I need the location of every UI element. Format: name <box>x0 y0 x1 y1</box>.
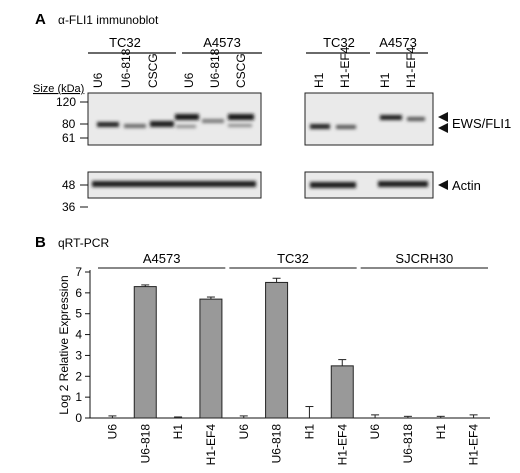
bar <box>265 281 289 419</box>
right-group-tc32: TC32 <box>323 35 355 50</box>
tick-48: 48 <box>62 178 76 192</box>
x-tick-label: U6-818 <box>401 424 415 464</box>
panel-a-letter: A <box>35 11 46 28</box>
y-tick-label: 0 <box>75 411 82 425</box>
bar <box>133 286 157 419</box>
x-tick-label: H1 <box>302 424 316 440</box>
tick-80: 80 <box>62 117 76 131</box>
x-tick-label: U6-818 <box>270 424 284 464</box>
left-lane-cscg: CSCG <box>146 53 160 88</box>
x-tick-label: H1-EF4 <box>335 424 349 466</box>
x-tick-label: H1-EF4 <box>467 424 481 466</box>
left-lane-cscg-b: CSCG <box>234 53 248 88</box>
group-label: SJCRH30 <box>395 251 453 266</box>
ews-fli1-label: EWS/FLI1 <box>452 116 511 131</box>
right-lane-h1-b: H1 <box>378 72 392 88</box>
right-lane-h1-ef4: H1-EF4 <box>338 46 352 88</box>
x-tick-label: H1-EF4 <box>204 424 218 466</box>
qrt-pcr-chart: 0 1 2 3 4 5 6 7 U6 U6-818 H1 H1-EF4 U6 U6-818 H1 H1-EF4… <box>75 251 490 465</box>
left-lane-u6: U6 <box>91 72 105 88</box>
right-upper-blot <box>304 92 434 146</box>
x-tick-label: U6 <box>237 424 251 440</box>
size-ticks: 120 80 61 48 36 <box>56 95 88 214</box>
tick-61: 61 <box>62 131 76 145</box>
left-upper-blot <box>87 92 262 146</box>
y-tick-label: 1 <box>75 390 82 404</box>
right-group-a4573: A4573 <box>379 35 417 50</box>
panel-b-letter: B <box>35 234 46 251</box>
tick-36: 36 <box>62 200 76 214</box>
y-axis-label: Log 2 Relative Expression <box>57 275 71 414</box>
left-lane-u6-818-b: U6-818 <box>208 48 222 88</box>
panel-b-title: qRT-PCR <box>58 236 109 250</box>
y-tick-label: 5 <box>75 307 82 321</box>
x-tick-label: U6 <box>368 424 382 440</box>
y-tick-label: 2 <box>75 369 82 383</box>
x-tick-label: H1 <box>171 424 185 440</box>
right-lane-h1-ef4-b: H1-EF4 <box>404 46 418 88</box>
x-tick-label: U6-818 <box>138 424 152 464</box>
bar <box>330 365 354 419</box>
group-label: A4573 <box>143 251 181 266</box>
tick-120: 120 <box>56 95 76 109</box>
left-group-tc32: TC32 <box>109 35 141 50</box>
y-tick-label: 7 <box>75 265 82 279</box>
panel-a-title: α-FLI1 immunoblot <box>58 13 159 27</box>
x-tick-label: H1 <box>434 424 448 440</box>
right-actin-blot <box>304 171 434 199</box>
left-actin-blot <box>87 171 262 199</box>
right-lane-h1: H1 <box>312 72 326 88</box>
ews-fli1-arrows <box>438 112 448 133</box>
bar <box>199 298 223 419</box>
group-label: TC32 <box>277 251 309 266</box>
y-tick-label: 6 <box>75 286 82 300</box>
left-lane-u6-818: U6-818 <box>119 48 133 88</box>
actin-label: Actin <box>452 178 481 193</box>
actin-arrow <box>438 180 448 190</box>
left-lane-u6-b: U6 <box>182 72 196 88</box>
x-tick-label: U6 <box>105 424 119 440</box>
y-tick-label: 4 <box>75 328 82 342</box>
y-tick-label: 3 <box>75 348 82 362</box>
left-group-a4573: A4573 <box>203 35 241 50</box>
size-kda-label: Size (kDa) <box>33 83 84 95</box>
